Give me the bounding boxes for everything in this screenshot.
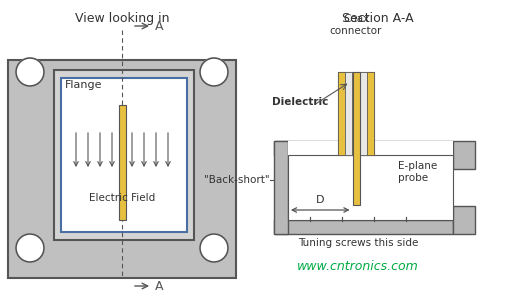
Text: www.cntronics.com: www.cntronics.com [297,260,419,273]
Bar [345,72,353,155]
Circle shape [16,58,44,86]
Bar [54,70,194,240]
Bar [338,72,345,155]
Bar [61,78,187,232]
Text: E-plane
probe: E-plane probe [398,161,437,183]
Bar [338,72,374,155]
Text: A: A [155,20,164,32]
Bar [274,141,453,155]
Text: D: D [316,195,324,205]
Circle shape [16,234,44,262]
Text: Section A-A: Section A-A [342,12,414,25]
Bar [353,72,360,155]
Bar [288,141,453,220]
Text: Flange: Flange [65,80,103,90]
Bar [8,60,236,278]
Bar [360,72,367,155]
Bar [453,141,475,169]
Text: Tuning screws this side: Tuning screws this side [298,238,418,248]
Text: Dielectric: Dielectric [272,97,329,107]
Circle shape [200,58,228,86]
Text: Electric Field: Electric Field [89,193,155,203]
Bar [353,72,360,205]
Text: Coax
connector: Coax connector [330,14,382,36]
Bar [274,141,288,234]
Circle shape [200,234,228,262]
Bar [367,72,374,155]
Text: "Back-short": "Back-short" [204,175,270,185]
Text: View looking in: View looking in [75,12,169,25]
Bar [288,155,453,220]
Bar [274,220,453,234]
Bar [453,206,475,234]
Bar [119,105,126,220]
Text: A: A [155,280,164,292]
